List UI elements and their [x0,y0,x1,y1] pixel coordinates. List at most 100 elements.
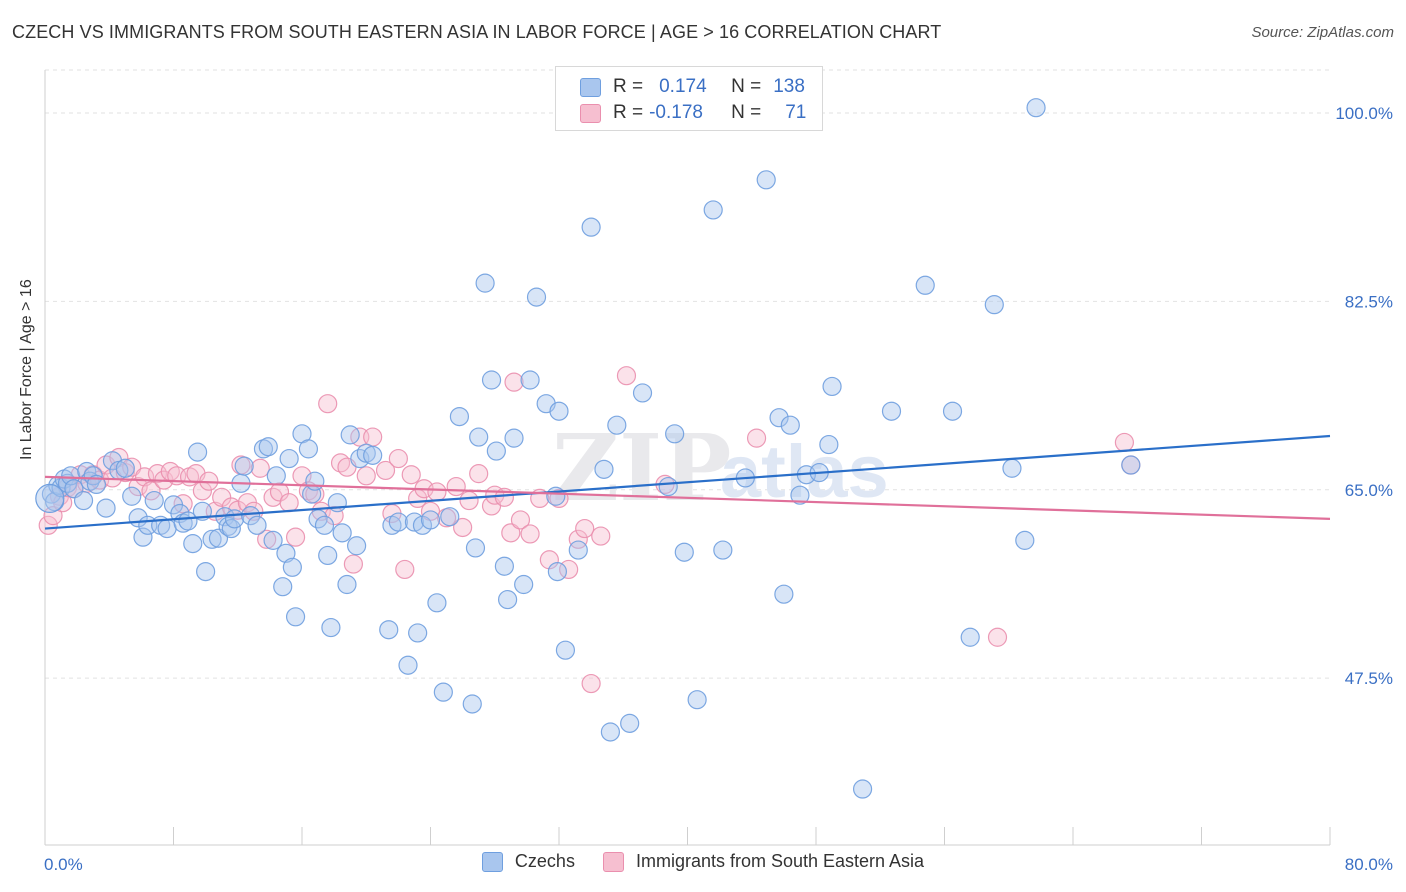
czech-point [420,510,441,530]
sea-point [581,673,601,694]
czech-point [600,722,621,742]
czech-point [133,527,153,547]
sea-point [250,458,270,478]
czech-point [321,617,341,638]
czech-point [462,694,482,714]
legend-swatch-icon [481,851,503,872]
czech-point [282,557,302,577]
sea-trend-line [44,475,1331,520]
y-tick-label: 47.5% [1345,669,1393,688]
czech-point [122,486,142,506]
czech-point [347,536,367,556]
czech-point [258,437,278,457]
n-label: N = [731,102,762,123]
czech-point [465,538,486,558]
czech-point [1121,455,1141,475]
czech-point [594,459,614,479]
czech-point [984,295,1004,315]
r-label: R = [613,76,644,97]
sea-point [501,523,521,543]
sea-point [453,517,473,538]
chart-title: CZECH VS IMMIGRANTS FROM SOUTH EASTERN A… [12,22,942,42]
czech-point [607,415,627,435]
sea-swatch-icon [580,103,601,123]
czech-point [196,561,216,582]
sea-point [746,428,767,448]
czech-point [86,474,107,495]
czech-point [157,518,177,539]
czech-point [520,370,540,390]
czech-point [658,476,678,497]
sea-point [212,487,232,507]
czech-point [822,376,842,397]
czech-point [279,448,299,469]
r-label: R = [613,102,644,123]
czech-point [665,424,685,444]
czech-point [780,415,800,435]
source-label: Source: ZipAtlas.com [1251,24,1394,41]
sea-point [591,526,611,546]
czech-point [73,490,94,511]
stats-row-czechs: R = 0.174 N = 138 [580,75,805,99]
czech-point [408,623,428,643]
czech-point [337,574,357,595]
sea-point [375,460,396,481]
x-tick-label: 0.0% [44,855,83,874]
sea-point [469,464,489,484]
sea-point [510,510,531,530]
czech-point [1002,458,1022,478]
czech-point [769,408,789,428]
czech-point [549,401,569,421]
sea-point [427,482,447,502]
czech-point [178,511,198,531]
czech-point [774,584,794,604]
legend-item-czechs: Czechs [481,851,575,872]
czech-point [276,543,296,563]
czech-point [247,515,267,535]
czech-point [504,428,524,448]
sea-point [43,506,63,526]
legend-label: Czechs [514,851,575,871]
czech-point [224,509,245,529]
legend: Czechs Immigrants from South Eastern Asi… [0,851,1406,872]
czech-point [298,439,319,459]
czech-point [202,529,222,549]
czech-point [305,471,325,491]
czech-point [475,273,495,293]
sea-point [401,465,421,485]
sea-point [395,559,415,580]
legend-label: Immigrants from South Eastern Asia [635,851,925,871]
czech-point [547,561,567,582]
legend-swatch-icon [602,851,624,872]
czech-point [713,540,733,560]
stats-box: R = 0.174 N = 138 R = -0.178 N = 71 [555,66,823,131]
tick-label-layer: 47.5% 65.0% 82.5% 100.0% 0.0% 80.0% [44,104,1393,874]
czech-point [96,498,116,518]
n-label: N = [731,76,762,97]
czech-point [144,490,164,511]
sea-point [616,366,637,386]
y-tick-label: 65.0% [1345,481,1393,500]
czech-point [819,434,839,455]
sea-point [504,372,524,392]
czech-point [514,574,534,595]
czech-point [187,442,208,462]
czech-point [581,217,601,237]
sea-point [257,529,277,549]
n-value: 71 [785,102,807,123]
czech-point [674,542,694,562]
czech-point [498,589,518,610]
sea-point [575,518,595,539]
czech-point [632,383,653,403]
czech-point [942,401,963,421]
n-value: 138 [773,76,805,97]
sea-point [269,482,290,502]
czech-point [266,466,286,486]
sea-point [987,627,1008,647]
czech-point [852,779,873,799]
sea-point [446,476,466,497]
czech-point [234,456,254,476]
czech-point [183,534,203,554]
czech-point [318,545,338,566]
